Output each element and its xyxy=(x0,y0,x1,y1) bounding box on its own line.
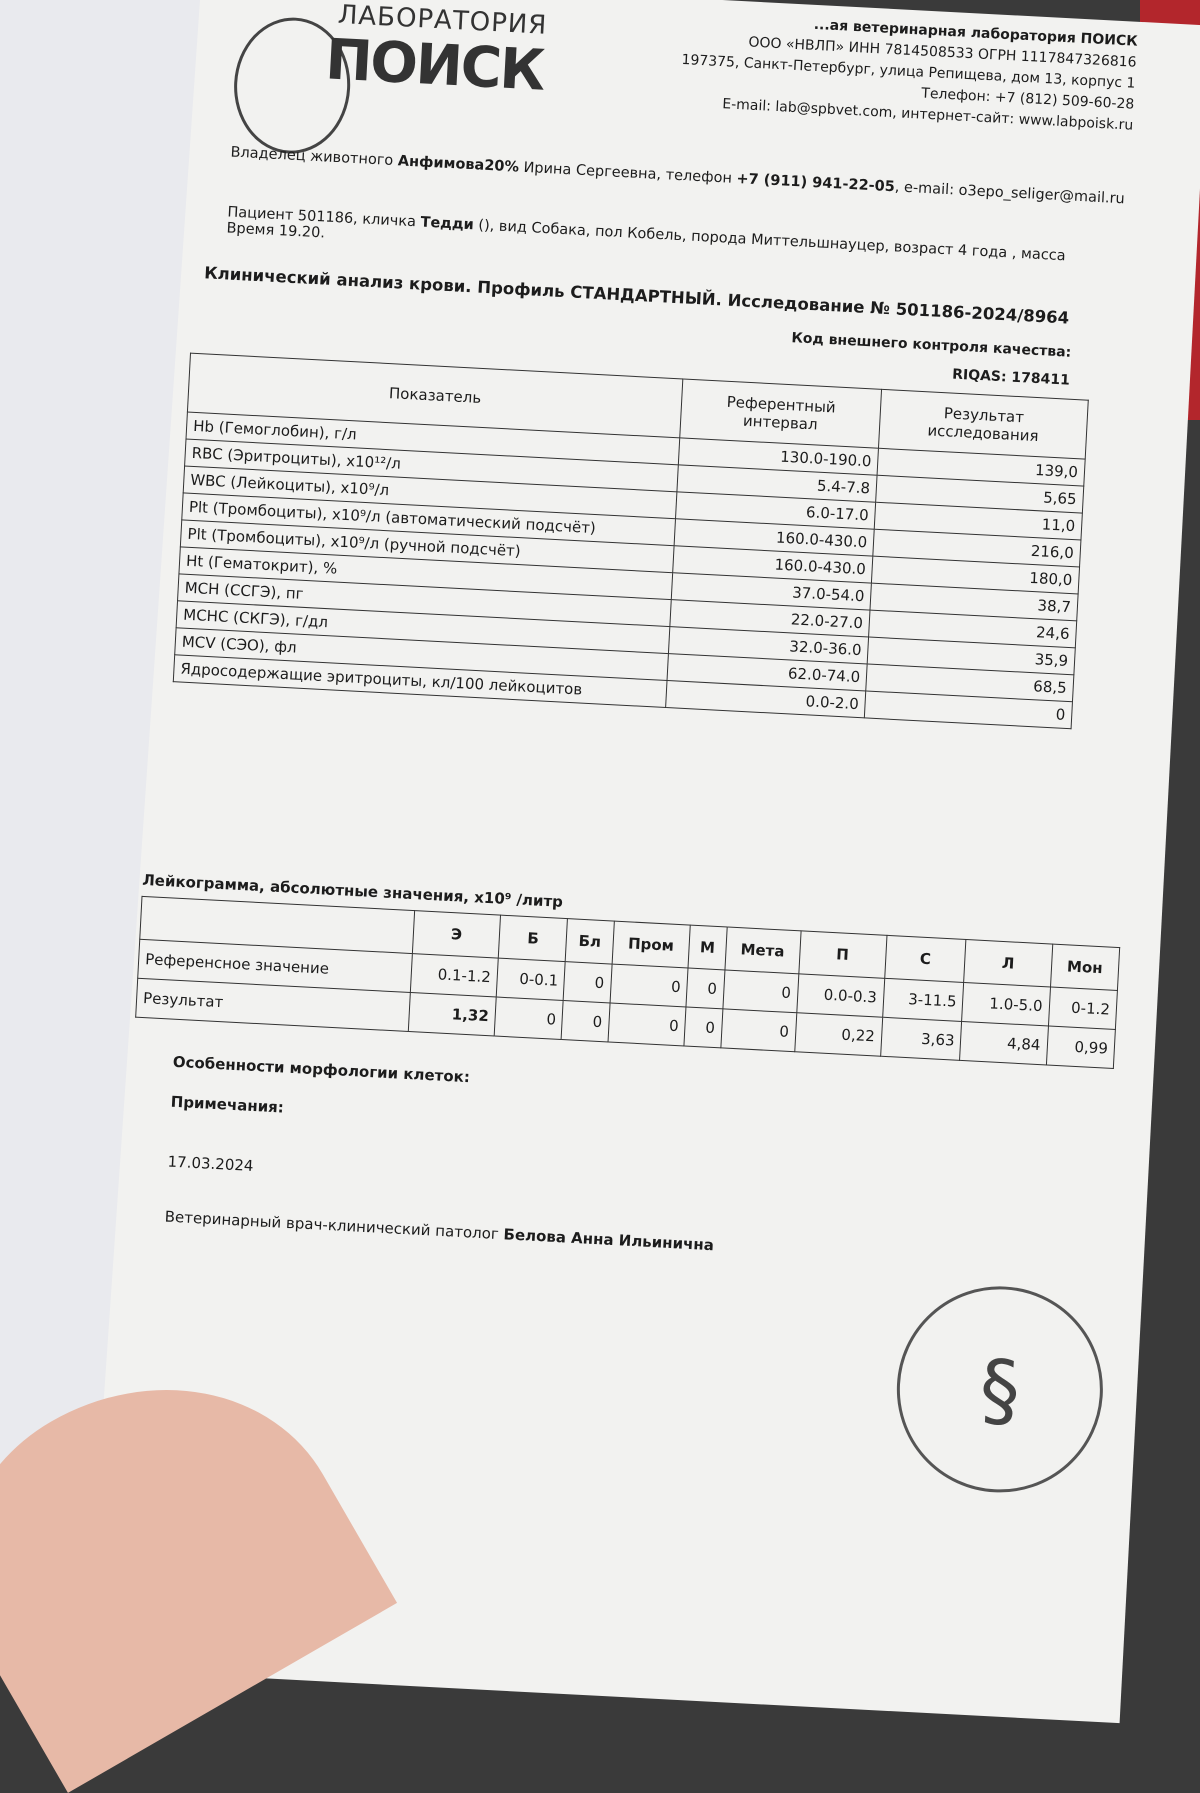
report-date: 17.03.2024 xyxy=(167,1152,254,1176)
owner-name: Анфимова20% xyxy=(397,153,520,176)
leukogram-cell: 0.1-1.2 xyxy=(410,953,499,998)
leukogram-header: Мета xyxy=(724,926,801,974)
dna-stamp-icon: § xyxy=(977,1341,1023,1437)
notes-label: Примечания: xyxy=(170,1092,285,1117)
leukogram-cell: 1.0-5.0 xyxy=(962,982,1051,1026)
leukogram-cell: 0 xyxy=(607,1002,687,1046)
logo-line2: ПОИСК xyxy=(323,27,546,104)
header-result: Результат исследования xyxy=(878,389,1089,460)
leukogram-header: Э xyxy=(412,910,501,959)
leukogram-cell: 0 xyxy=(561,1000,610,1042)
leukogram-cell: 3,63 xyxy=(880,1017,963,1061)
leukogram-header: Пром xyxy=(611,921,691,969)
owner-rest: Ирина Сергеевна, телефон xyxy=(518,159,737,187)
leukogram-header: Мон xyxy=(1050,944,1120,991)
leukogram-cell: 0,22 xyxy=(794,1012,883,1057)
leukogram-cell: 0 xyxy=(684,1006,723,1048)
lab-logo: ЛАБОРАТОРИЯ ПОИСК xyxy=(230,0,548,157)
leukogram-table: Э Б Бл Пром М Мета П С Л Мон Референсное значение… xyxy=(135,896,1120,1069)
doctor-name: Белова Анна Ильинична xyxy=(503,1225,715,1255)
quality-control: Код внешнего контроля качества: RIQAS: 1… xyxy=(769,323,1072,395)
leukogram-cell: 0-0.1 xyxy=(496,958,566,1001)
leukogram-cell: 3-11.5 xyxy=(882,978,965,1022)
owner-email: , e-mail: o3epo_seliger@mail.ru xyxy=(894,179,1126,208)
leukogram-header: С xyxy=(884,935,967,983)
leukogram-cell: 0.0-0.3 xyxy=(796,973,885,1018)
leukogram-header: М xyxy=(688,925,727,970)
leukogram-header: П xyxy=(798,930,887,979)
leukogram-cell: 0 xyxy=(720,1008,797,1052)
leukogram-cell: 0,99 xyxy=(1045,1025,1116,1069)
leukogram-cell: 0 xyxy=(563,961,612,1003)
leukogram-header: Бл xyxy=(565,918,614,965)
owner-line: Владелец животного Анфимова20% Ирина Сер… xyxy=(230,144,1125,207)
leukogram-cell: 0 xyxy=(686,968,725,1009)
leukogram-cell: 0-1.2 xyxy=(1047,986,1118,1030)
leukogram-cell: 0 xyxy=(722,969,799,1013)
leukogram-header: Л xyxy=(964,939,1053,987)
leukogram-cell: 0 xyxy=(609,964,689,1007)
leukogram-cell: 0 xyxy=(494,997,564,1040)
patient-line: Пациент 501186, кличка Тедди (), вид Соб… xyxy=(226,204,1066,280)
lab-stamp: § xyxy=(891,1281,1109,1498)
owner-phone: +7 (911) 941-22-05 xyxy=(736,170,896,196)
morphology-label: Особенности морфологии клеток: xyxy=(172,1052,471,1087)
lab-info: ...ая ветеринарная лаборатория ПОИСК ООО… xyxy=(663,7,1138,136)
leukogram-cell: 4,84 xyxy=(959,1021,1048,1065)
owner-prefix: Владелец животного xyxy=(230,144,399,170)
leukogram-header: Б xyxy=(498,915,568,962)
blood-results-table: Показатель Референтный интервал Результа… xyxy=(173,353,1089,730)
patient-rest: (), вид Собака, пол Кобель, порода Митте… xyxy=(473,217,1067,265)
patient-name: Тедди xyxy=(420,214,475,234)
doctor-line: Ветеринарный врач-клинический патолог Бе… xyxy=(164,1207,714,1254)
leukogram-cell: 1,32 xyxy=(408,992,497,1036)
header-reference: Референтный интервал xyxy=(679,378,882,449)
doctor-title: Ветеринарный врач-клинический патолог xyxy=(164,1207,505,1244)
